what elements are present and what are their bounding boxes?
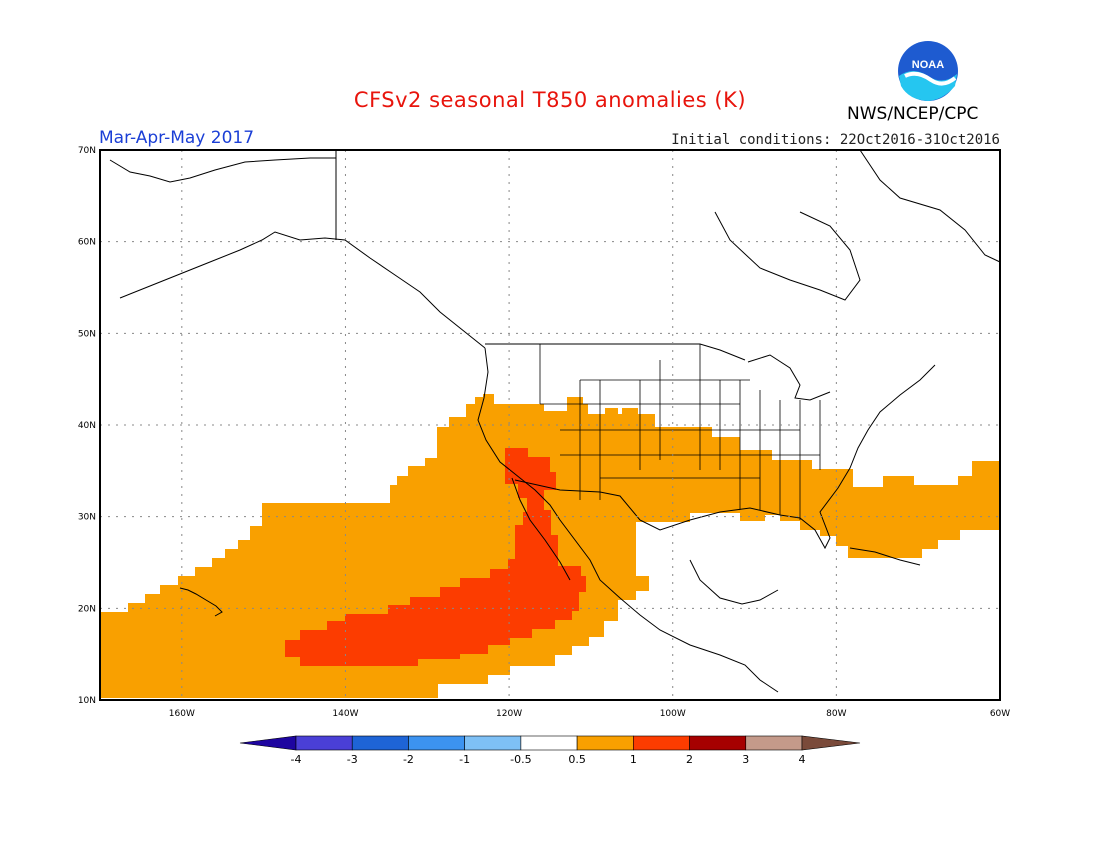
lat-label: 20N (78, 604, 96, 614)
colorbar-label: 2 (686, 753, 693, 766)
coastline-segment (849, 547, 921, 566)
colorbar-box (745, 735, 803, 751)
coastline-segment (477, 347, 779, 693)
coastline-segment (747, 354, 831, 401)
lon-label: 100W (660, 709, 686, 719)
coastline-segment (109, 157, 336, 183)
coastline-segment (511, 477, 571, 581)
colorbar-label: -2 (403, 753, 414, 766)
lon-labels: 160W 140W 120W 100W 80W 60W (169, 709, 1010, 719)
colorbar-label: -1 (459, 753, 470, 766)
coastline-segment (179, 587, 223, 617)
lon-label: 120W (496, 709, 522, 719)
map-frame (99, 149, 1001, 701)
colorbar-high-triangle (801, 735, 861, 751)
colorbar-box (576, 735, 634, 751)
colorbar-label: 1 (630, 753, 637, 766)
lat-label: 10N (78, 696, 96, 706)
colorbar-label: 3 (742, 753, 749, 766)
gridlines (100, 150, 1000, 700)
coastline-segment (485, 343, 746, 361)
colorbar-box (464, 735, 522, 751)
initial-conditions: Initial conditions: 22Oct2016-31Oct2016 (671, 132, 1000, 148)
colorbar-label: 0.5 (568, 753, 586, 766)
colorbar-low-triangle (239, 735, 297, 751)
lon-label: 160W (169, 709, 195, 719)
lat-label: 30N (78, 513, 96, 523)
colorbar-label: -0.5 (510, 753, 531, 766)
colorbar: -4 -3 -2 -1 -0.5 0.5 1 2 3 4 (239, 735, 861, 766)
coastline-segment (859, 149, 1001, 263)
coastline-segment (689, 559, 779, 605)
colorbar-label: 4 (799, 753, 806, 766)
colorbar-box (295, 735, 353, 751)
colorbar-box (351, 735, 409, 751)
lat-label: 40N (78, 421, 96, 431)
lon-label: 140W (332, 709, 358, 719)
colorbar-box (520, 735, 578, 751)
colorbar-label: -4 (291, 753, 302, 766)
coastline-segment (119, 231, 486, 349)
anomaly-1-2-region (285, 448, 586, 666)
lat-labels: 70N 60N 50N 40N 30N 20N 10N (78, 146, 96, 706)
logo-text: NOAA (912, 59, 944, 71)
lon-label: 80W (826, 709, 846, 719)
noaa-logo-icon: NOAA (898, 41, 958, 101)
coastline-segment (714, 211, 861, 301)
forecast-period: Mar-Apr-May 2017 (99, 128, 255, 148)
agency-label: NWS/NCEP/CPC (847, 104, 979, 124)
lat-label: 70N (78, 146, 96, 156)
colorbar-box (633, 735, 690, 751)
colorbar-box (689, 735, 747, 751)
colorbar-box (408, 735, 465, 751)
lon-label: 60W (990, 709, 1010, 719)
lat-label: 60N (78, 238, 96, 248)
lat-label: 50N (78, 329, 96, 339)
coastline-segment (639, 364, 936, 550)
coastlines (109, 149, 1001, 693)
map-title: CFSv2 seasonal T850 anomalies (K) (353, 88, 747, 112)
colorbar-label: -3 (347, 753, 358, 766)
